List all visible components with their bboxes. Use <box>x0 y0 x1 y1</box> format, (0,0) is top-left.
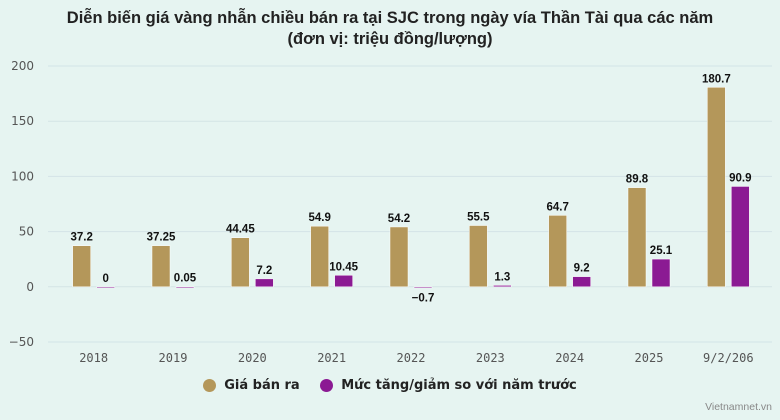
data-label: 89.8 <box>626 174 649 186</box>
legend-label: Giá bán ra <box>224 378 300 393</box>
data-label: 9.2 <box>574 263 590 275</box>
bar-change <box>175 286 195 288</box>
bar-price <box>627 187 647 288</box>
data-label: 64.7 <box>546 201 568 213</box>
y-tick-label: 100 <box>11 169 34 183</box>
x-tick-label: 2021 <box>317 351 346 365</box>
data-label: 90.9 <box>729 172 751 184</box>
data-label: −0.7 <box>412 293 435 305</box>
x-tick-label: 2023 <box>476 351 505 365</box>
x-tick-label: 2020 <box>238 351 267 365</box>
source-credit: Vietnamnet.vn <box>705 401 772 413</box>
legend: Giá bán ra Mức tăng/giảm so với năm trướ… <box>0 378 780 396</box>
title-text: Diễn biến giá vàng nhẫn chiều bán ra tại… <box>66 9 714 27</box>
bar-price <box>548 215 567 288</box>
data-label: 37.2 <box>70 232 92 244</box>
legend-dot-icon <box>203 379 217 392</box>
bar-price <box>707 87 726 288</box>
bar-price <box>469 225 488 288</box>
legend-dot-icon <box>320 379 334 392</box>
data-label: 180.7 <box>702 73 731 85</box>
x-tick-label: 2019 <box>159 351 188 365</box>
chart-title: Diễn biến giá vàng nhẫn chiều bán ra tại… <box>0 8 780 50</box>
x-tick-label: 2022 <box>397 351 426 365</box>
data-label: 54.2 <box>388 213 410 225</box>
legend-item-price[interactable]: Giá bán ra <box>203 378 300 393</box>
bar-price <box>72 245 91 288</box>
bar-change <box>731 186 750 288</box>
data-label: 55.5 <box>467 212 490 224</box>
bar-change <box>651 258 671 288</box>
data-label: 37.25 <box>147 232 176 244</box>
data-label: 1.3 <box>494 271 510 283</box>
bar-price <box>389 226 409 288</box>
bar-change <box>572 276 591 288</box>
data-label: 10.45 <box>329 261 358 273</box>
x-tick-label: 9/2/206 <box>703 351 754 365</box>
bar-price <box>310 225 329 288</box>
x-tick-label: 2018 <box>79 351 108 365</box>
y-tick-label: 150 <box>11 114 34 128</box>
bar-change <box>413 286 433 289</box>
data-label: 25.1 <box>650 245 673 257</box>
bar-price <box>151 245 171 288</box>
x-tick-label: 2024 <box>555 351 584 365</box>
bar-price <box>231 237 250 288</box>
bar-change <box>255 278 274 288</box>
subtitle-text: (đơn vị: triệu đồng/lượng) <box>287 30 493 48</box>
y-tick-label: 0 <box>26 280 34 294</box>
x-tick-label: 2025 <box>635 351 664 365</box>
data-label: 44.45 <box>226 224 255 236</box>
bar-change <box>493 285 512 288</box>
data-label: 0 <box>102 273 108 285</box>
legend-item-change[interactable]: Mức tăng/giảm so với năm trước <box>320 378 577 393</box>
y-tick-label: −50 <box>9 335 34 349</box>
legend-label: Mức tăng/giảm so với năm trước <box>341 378 577 393</box>
y-tick-label: 200 <box>11 59 34 73</box>
bar-change <box>334 275 353 288</box>
data-label: 7.2 <box>256 265 272 277</box>
data-label: 54.9 <box>308 212 330 224</box>
y-tick-label: 50 <box>19 225 34 239</box>
bar-change <box>96 286 115 289</box>
data-label: 0.05 <box>174 273 197 285</box>
